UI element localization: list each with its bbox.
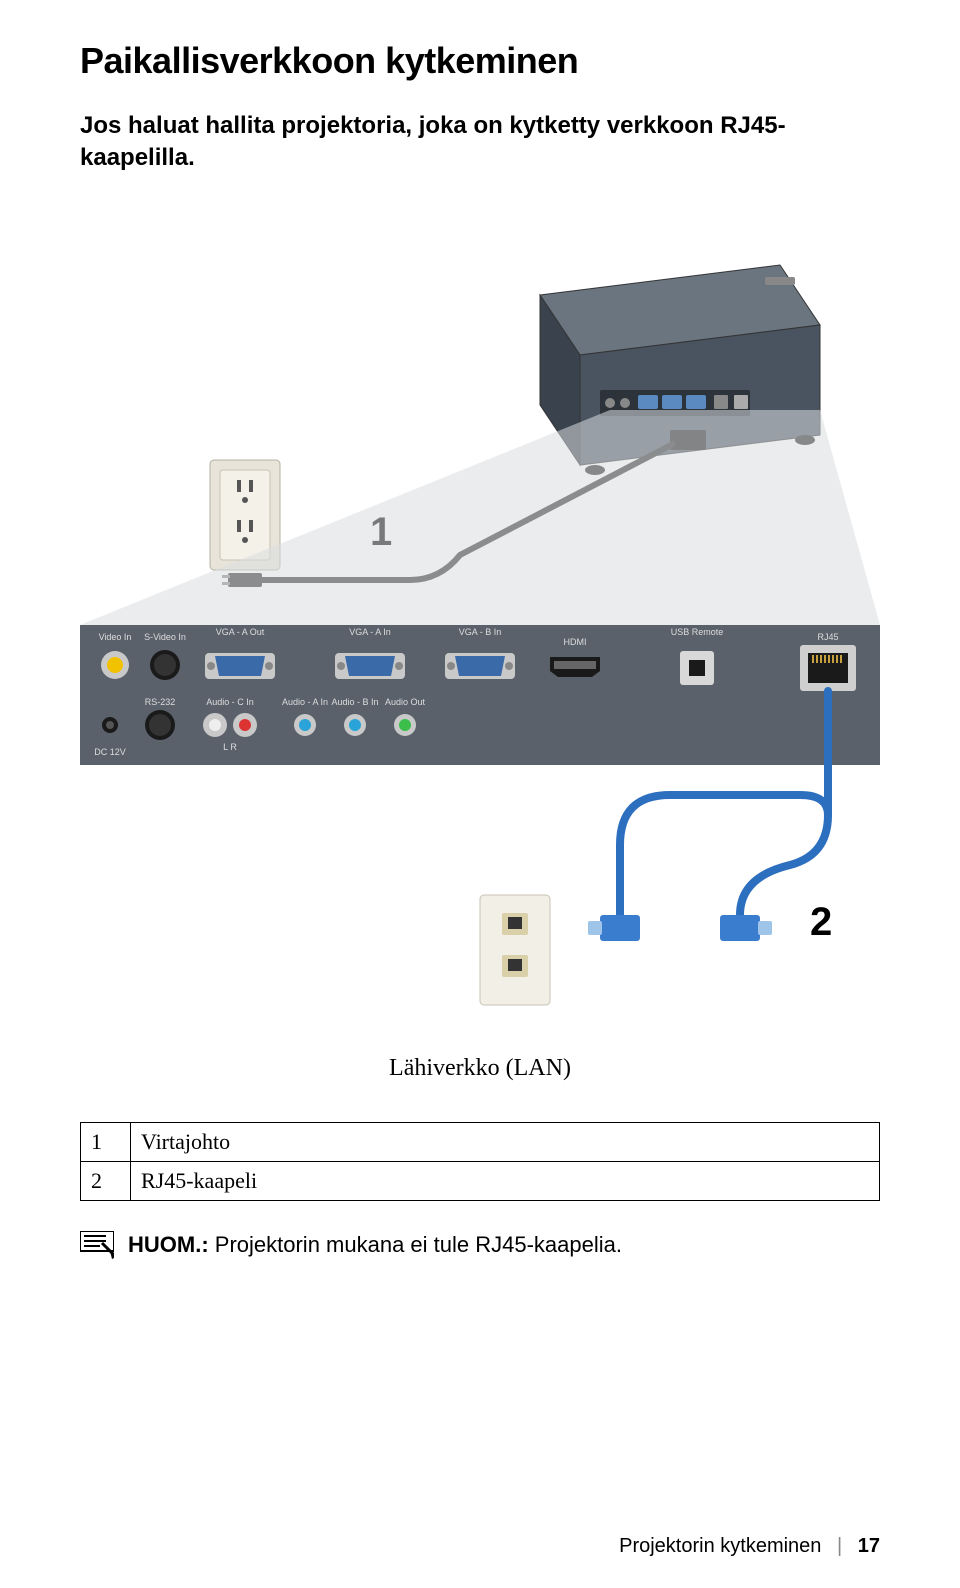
note: HUOM.: Projektorin mukana ei tule RJ45-k… — [80, 1231, 880, 1260]
table-row: 1 Virtajohto — [81, 1122, 880, 1161]
svg-text:Audio - C In: Audio - C In — [206, 697, 254, 707]
intro-text: Jos haluat hallita projektoria, joka on … — [80, 110, 880, 175]
part-name: Virtajohto — [131, 1122, 880, 1161]
table-row: 2 RJ45-kaapeli — [81, 1161, 880, 1200]
footer-separator: | — [837, 1535, 842, 1557]
footer-section: Projektorin kytkeminen — [619, 1535, 821, 1557]
svg-text:USB Remote: USB Remote — [671, 627, 724, 637]
note-body: Projektorin mukana ei tule RJ45-kaapelia… — [209, 1232, 622, 1257]
note-icon — [80, 1231, 114, 1259]
lan-caption: Lähiverkko (LAN) — [80, 1055, 880, 1082]
svg-text:VGA - A In: VGA - A In — [349, 627, 391, 637]
page-title: Paikallisverkkoon kytkeminen — [80, 40, 880, 82]
connection-diagram: 1 Video In S-Video In VGA - A Out VGA - … — [80, 215, 880, 1035]
svg-text:Audio Out: Audio Out — [385, 697, 426, 707]
svg-text:L R: L R — [223, 742, 237, 752]
connector-panel: Video In S-Video In VGA - A Out VGA - A … — [80, 625, 880, 765]
svg-text:DC 12V: DC 12V — [94, 747, 126, 757]
svg-text:Audio - B In: Audio - B In — [331, 697, 378, 707]
part-number: 2 — [81, 1161, 131, 1200]
svg-text:Audio - A In: Audio - A In — [282, 697, 328, 707]
diagram-callout-2: 2 — [810, 900, 832, 944]
svg-text:RS-232: RS-232 — [145, 697, 176, 707]
page-footer: Projektorin kytkeminen | 17 — [619, 1535, 880, 1558]
lan-wall-jack — [480, 895, 550, 1005]
svg-text:HDMI: HDMI — [564, 637, 587, 647]
part-name: RJ45-kaapeli — [131, 1161, 880, 1200]
svg-text:Video In: Video In — [99, 632, 132, 642]
zoom-indicator — [80, 410, 880, 625]
svg-text:RJ45: RJ45 — [817, 632, 838, 642]
footer-page-number: 17 — [858, 1535, 880, 1557]
svg-text:VGA - A Out: VGA - A Out — [216, 627, 265, 637]
part-number: 1 — [81, 1122, 131, 1161]
svg-text:VGA - B In: VGA - B In — [459, 627, 502, 637]
rj45-port — [800, 645, 856, 691]
note-label: HUOM.: — [128, 1232, 209, 1257]
svg-text:S-Video In: S-Video In — [144, 632, 186, 642]
parts-table: 1 Virtajohto 2 RJ45-kaapeli — [80, 1122, 880, 1201]
